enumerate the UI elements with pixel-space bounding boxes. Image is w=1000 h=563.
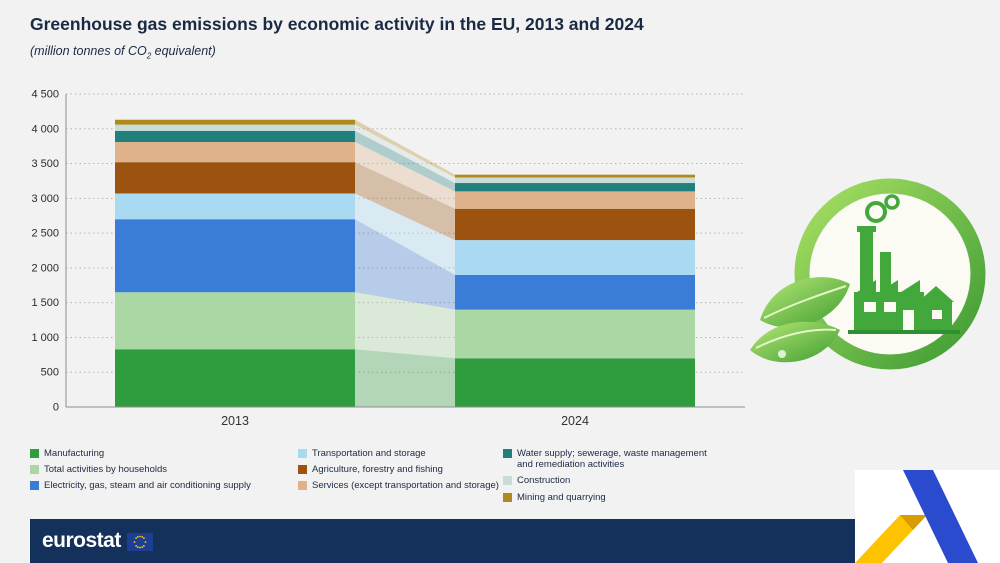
smoke-icon — [865, 201, 887, 223]
bar-segment — [455, 358, 695, 407]
y-tick-label: 1 500 — [31, 297, 59, 309]
bar-segment — [115, 119, 355, 125]
legend-label: Water supply; sewerage, waste management… — [517, 448, 707, 471]
legend-swatch — [30, 449, 39, 458]
eco-factory-illustration — [750, 178, 986, 370]
y-tick-label: 500 — [41, 367, 59, 379]
bar-segment — [455, 174, 695, 178]
x-tick-label: 2024 — [561, 414, 589, 428]
bar-segment — [455, 177, 695, 184]
legend-label: Construction — [517, 475, 571, 487]
bar-segment — [455, 240, 695, 275]
legend-column: Water supply; sewerage, waste management… — [503, 448, 718, 508]
flow-band — [355, 349, 455, 407]
footer-band: eurostat — [30, 519, 855, 563]
bar-segment — [115, 124, 355, 131]
flow-band — [355, 193, 455, 275]
legend-label: Mining and quarrying — [517, 491, 606, 503]
subtitle-text: (million tonnes of CO — [30, 44, 147, 58]
y-tick-label: 4 000 — [31, 123, 59, 135]
legend-swatch — [503, 492, 512, 502]
flow-band — [355, 119, 455, 178]
legend-label: Total activities by households — [44, 464, 168, 476]
legend-item: Manufacturing — [30, 448, 298, 459]
bar-segment — [115, 130, 355, 142]
flow-band — [355, 292, 455, 359]
legend-column: Transportation and storage Agriculture, f… — [298, 448, 503, 508]
bar-segment — [455, 309, 695, 359]
bar-segment — [115, 162, 355, 194]
bar-segment — [115, 219, 355, 293]
bar-segment — [455, 274, 695, 310]
legend-item: Agriculture, forestry and fishing — [298, 464, 503, 475]
page-title: Greenhouse gas emissions by economic act… — [30, 14, 644, 34]
factory-icon — [848, 194, 960, 334]
flow-band — [355, 141, 455, 209]
legend-item: Water supply; sewerage, waste management… — [503, 448, 718, 470]
bar-segment — [115, 292, 355, 350]
bar-segment — [455, 183, 695, 192]
legend-swatch — [30, 465, 39, 475]
legend-column: Manufacturing Total activities by househo… — [30, 448, 298, 508]
flow-band — [355, 130, 455, 192]
legend-item: Total activities by households — [30, 464, 298, 475]
bar-segment — [115, 141, 355, 163]
ribbon-icon — [855, 470, 978, 563]
legend-label: Services (except transportation and stor… — [312, 480, 499, 492]
bar-segment — [455, 191, 695, 209]
subtitle-subscript: 2 — [146, 51, 152, 61]
legend-label: Manufacturing — [44, 448, 105, 459]
legend-swatch — [298, 481, 307, 491]
bar-segment — [115, 349, 355, 407]
y-tick-label: 2 500 — [31, 228, 59, 240]
y-tick-label: 4 500 — [31, 89, 59, 101]
smoke-icon — [884, 194, 900, 210]
flow-band — [355, 124, 455, 184]
y-tick-label: 1 000 — [31, 332, 59, 344]
legend-label: Agriculture, forestry and fishing — [312, 464, 443, 476]
page-subtitle: (million tonnes of CO2 equivalent) — [30, 44, 216, 61]
subtitle-text-end: equivalent) — [151, 44, 216, 58]
chart-legend: Manufacturing Total activities by househo… — [30, 448, 718, 508]
x-tick-label: 2013 — [221, 414, 249, 428]
legend-swatch — [30, 481, 39, 491]
legend-item: Electricity, gas, steam and air conditio… — [30, 480, 298, 491]
legend-label: Transportation and storage — [312, 448, 426, 459]
eurostat-logo: eurostat — [42, 529, 121, 552]
legend-label: Electricity, gas, steam and air conditio… — [44, 480, 251, 492]
y-tick-label: 0 — [53, 402, 59, 414]
bar-segment — [115, 193, 355, 220]
legend-item: Services (except transportation and stor… — [298, 480, 503, 491]
legend-item: Mining and quarrying — [503, 492, 718, 503]
legend-swatch — [298, 465, 307, 475]
y-tick-label: 3 500 — [31, 158, 59, 170]
legend-item: Transportation and storage — [298, 448, 503, 459]
corner-decoration — [855, 470, 1000, 563]
legend-swatch — [503, 449, 512, 458]
y-tick-label: 3 000 — [31, 193, 59, 205]
legend-item: Construction — [503, 475, 718, 486]
y-tick-label: 2 000 — [31, 262, 59, 274]
flow-band — [355, 162, 455, 241]
flow-band — [355, 219, 455, 310]
water-droplet-icon — [778, 350, 786, 358]
green-circle-ring — [794, 178, 986, 370]
legend-swatch — [298, 449, 307, 458]
leaf-icon — [750, 277, 850, 363]
stacked-bar-chart: 0 500 1 000 1 500 2 000 2 500 3 000 3 500 4 000 4… — [31, 89, 745, 428]
eu-flag-icon — [126, 533, 153, 551]
bar-segment — [455, 208, 695, 241]
legend-swatch — [503, 476, 512, 486]
